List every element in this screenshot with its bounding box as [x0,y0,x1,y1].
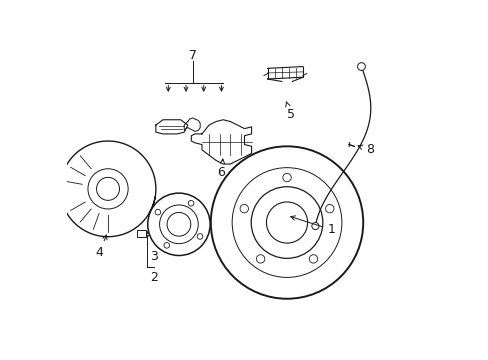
Circle shape [266,202,307,243]
Circle shape [325,204,333,213]
Text: 5: 5 [285,102,294,121]
Text: 1: 1 [290,216,335,236]
Text: 3: 3 [150,250,158,263]
Circle shape [155,209,161,215]
Circle shape [357,63,365,71]
Circle shape [311,222,318,230]
Circle shape [256,255,264,263]
Circle shape [232,168,341,278]
Circle shape [210,146,363,299]
Circle shape [163,243,169,248]
Circle shape [197,234,203,239]
Circle shape [147,193,210,256]
Circle shape [188,201,194,206]
Circle shape [240,204,248,213]
Text: 2: 2 [150,271,158,284]
Circle shape [251,187,322,258]
Circle shape [159,205,198,244]
Text: 7: 7 [189,49,197,62]
Circle shape [167,212,190,236]
Text: 4: 4 [95,235,107,259]
Text: 8: 8 [357,143,373,156]
Circle shape [96,177,119,201]
Circle shape [282,174,291,182]
Text: 6: 6 [217,159,225,179]
FancyBboxPatch shape [137,230,145,237]
Circle shape [88,169,128,209]
Circle shape [308,255,317,263]
